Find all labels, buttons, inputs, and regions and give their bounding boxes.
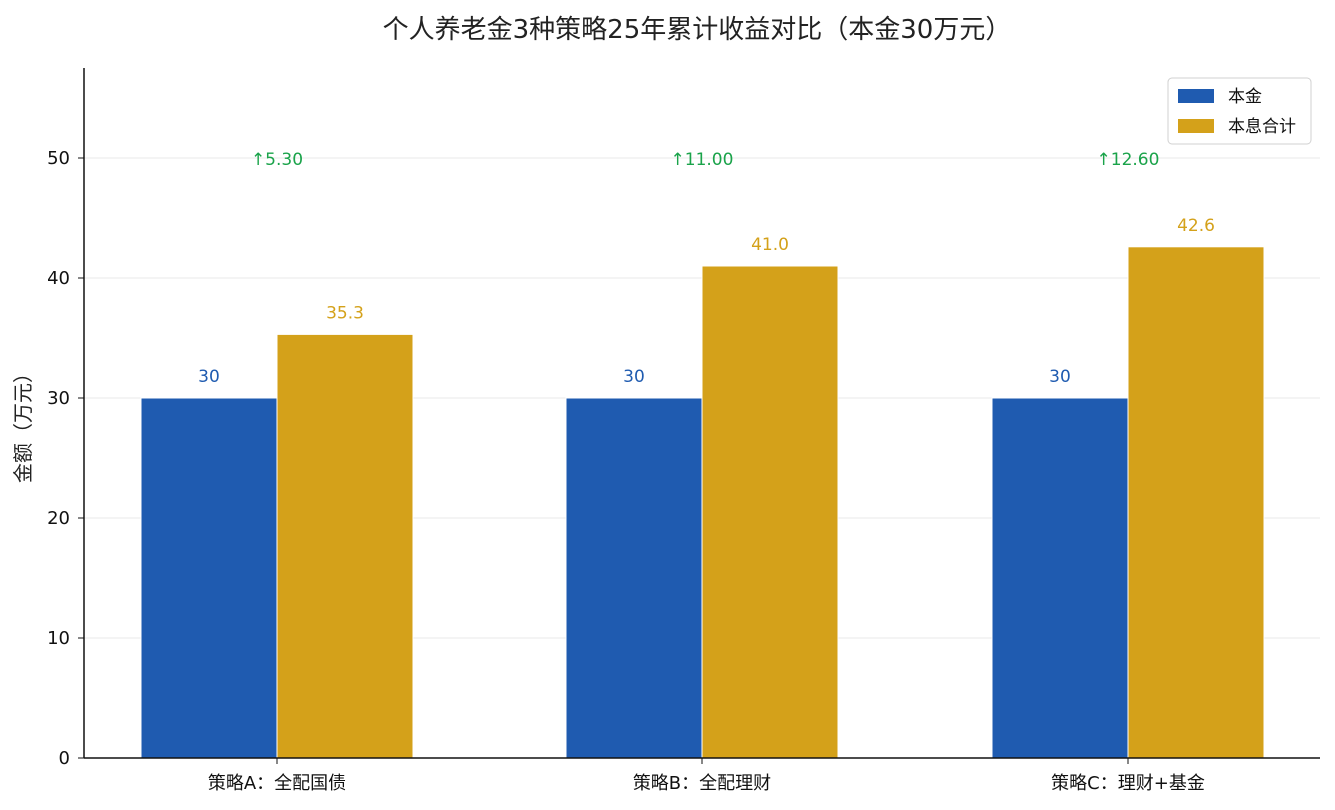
bar-total-0	[276, 333, 414, 759]
x-tick-label-1: 策略B：全配理财	[633, 773, 771, 794]
chart-title: 个人养老金3种策略25年累计收益对比（本金30万元）	[383, 15, 1012, 45]
legend-label-0: 本金	[1228, 87, 1262, 107]
bar-total-1	[701, 265, 839, 759]
x-tick-label-2: 策略C：理财+基金	[1051, 773, 1205, 794]
bar-principal-1	[565, 397, 703, 759]
bar-value-label-principal-1: 30	[623, 367, 645, 387]
bars-layer	[140, 246, 1265, 759]
y-axis-label: 金额（万元）	[11, 363, 35, 483]
bar-principal-2	[991, 397, 1129, 759]
legend-swatch-0	[1178, 89, 1214, 103]
y-tick-label-5: 50	[47, 148, 70, 169]
bar-value-label-principal-2: 30	[1049, 367, 1071, 387]
legend-label-1: 本息合计	[1228, 117, 1296, 137]
y-tick-label-3: 30	[47, 388, 70, 409]
axes-layer: 策略A：全配国债 策略B：全配理财 策略C：理财+基金 0 10 20 30 40 50	[47, 68, 1320, 794]
gain-annotation-1: ↑11.00	[671, 150, 734, 170]
gain-annotation-2: ↑12.60	[1097, 150, 1160, 170]
legend-swatch-1	[1178, 119, 1214, 133]
y-tick-label-2: 20	[47, 508, 70, 529]
bar-principal-0	[140, 397, 278, 759]
bar-total-2	[1127, 246, 1265, 759]
y-tick-label-1: 10	[47, 628, 70, 649]
x-tick-label-0: 策略A：全配国债	[208, 773, 346, 794]
y-tick-label-4: 40	[47, 268, 70, 289]
bar-value-label-principal-0: 30	[198, 367, 220, 387]
bar-value-label-total-2: 42.6	[1177, 216, 1215, 236]
gain-annotation-0: ↑5.30	[251, 150, 303, 170]
labels-layer: 30 35.3 ↑5.30 30 41.0 ↑11.00 30 42.6 ↑12.60	[198, 150, 1215, 387]
y-tick-label-0: 0	[59, 748, 70, 769]
bar-value-label-total-0: 35.3	[326, 303, 364, 323]
bar-value-label-total-1: 41.0	[751, 235, 789, 255]
